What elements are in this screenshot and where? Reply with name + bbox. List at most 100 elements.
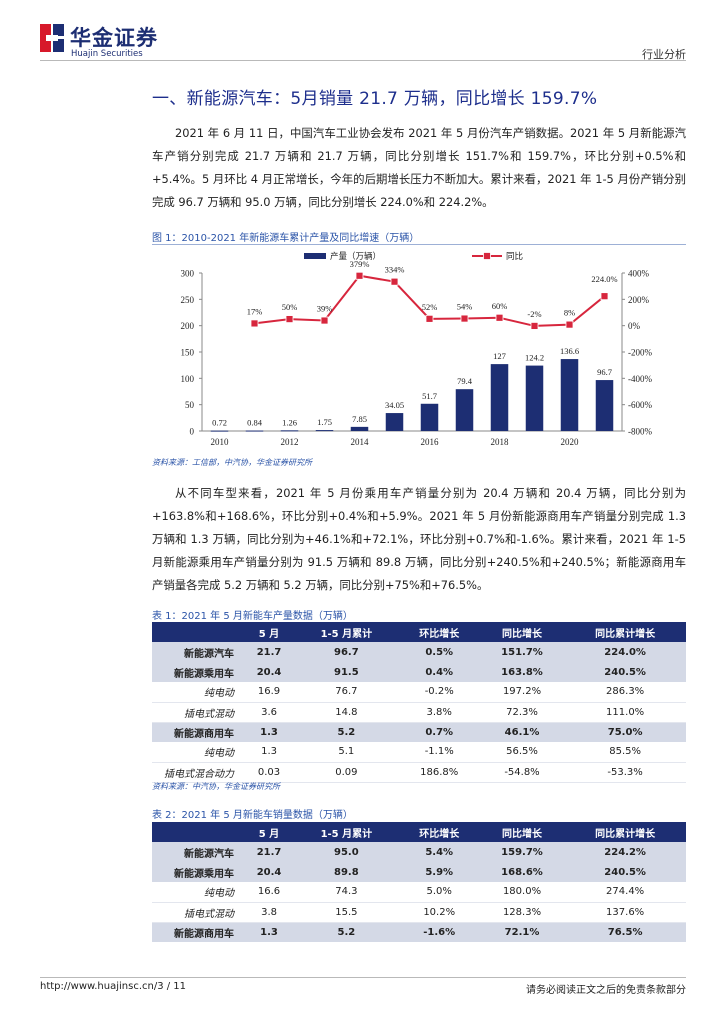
table-row: 新能源乘用车 20.4 91.5 0.4% 163.8% 240.5% (152, 662, 686, 682)
table-header-cell (152, 822, 244, 842)
footer-url[interactable]: http://www.huajinsc.cn/3 / 11 (40, 981, 187, 992)
yoy-value-label: 17% (247, 306, 263, 316)
legend-bar-label: 产量（万辆） (330, 251, 381, 262)
table-header-cell: 环比增长 (398, 622, 480, 642)
table-cell: -54.8% (479, 762, 565, 783)
table-cell: -53.3% (564, 762, 686, 783)
x-tick-label: 2016 (421, 437, 440, 447)
table-row: 新能源乘用车 20.4 89.8 5.9% 168.6% 240.5% (152, 862, 686, 882)
table-cell: 95.0 (294, 842, 399, 862)
table-header-cell: 1-5 月累计 (294, 622, 399, 642)
yoy-point (320, 316, 329, 325)
table-cell: 240.5% (564, 662, 686, 682)
left-tick-label: 50 (185, 400, 195, 410)
table-cell: 20.4 (244, 662, 295, 682)
left-tick-label: 100 (181, 374, 195, 384)
table-cell: 15.5 (294, 902, 399, 923)
table-cell: 159.7% (479, 842, 565, 862)
table-cell: 10.2% (398, 902, 480, 923)
table-cell: 5.0% (398, 882, 480, 903)
table-row: 插电式混动 3.6 14.8 3.8% 72.3% 111.0% (152, 702, 686, 723)
sales-table: 5 月 1-5 月累计 环比增长 同比增长 同比累计增长 新能源汽车 21.7 95.0 5.4… (152, 822, 686, 942)
table-header-cell: 同比累计增长 (564, 822, 686, 842)
yoy-point (285, 315, 294, 323)
yoy-value-label: 39% (317, 304, 333, 314)
paragraph-1: 2021 年 6 月 11 日，中国汽车工业协会发布 2021 年 5 月份汽车… (152, 126, 686, 209)
production-table: 5 月 1-5 月累计 环比增长 同比增长 同比累计增长 新能源汽车 21.7 96.7 0.5… (152, 622, 686, 783)
yoy-point (530, 322, 539, 330)
table-header-cell: 同比增长 (479, 822, 565, 842)
production-bar (385, 413, 404, 431)
production-bar (245, 430, 264, 432)
row-label: 新能源汽车 (152, 642, 244, 662)
table-cell: 0.03 (244, 762, 295, 783)
table-cell: 128.3% (479, 902, 565, 923)
yoy-point (600, 292, 609, 301)
table-cell: 274.4% (564, 882, 686, 903)
table-header-cell: 同比累计增长 (564, 622, 686, 642)
logo-cn-text: 华金证券 (70, 26, 158, 50)
x-tick-label: 2012 (281, 437, 299, 447)
table-1-source: 资料来源：中汽协，华金证券研究所 (152, 782, 280, 791)
table-cell: 20.4 (244, 862, 295, 882)
table-cell: 1.3 (244, 922, 295, 942)
yoy-value-label: 54% (457, 302, 473, 312)
yoy-point (390, 277, 399, 286)
table-header-cell (152, 622, 244, 642)
table-cell: 1.3 (244, 742, 295, 763)
row-label: 新能源乘用车 (152, 862, 244, 882)
right-tick-label: -800% (628, 427, 652, 437)
table-cell: 75.0% (564, 722, 686, 742)
table-cell: 180.0% (479, 882, 565, 903)
table-row: 插电式混动 3.8 15.5 10.2% 128.3% 137.6% (152, 902, 686, 923)
bar-value-label: 127 (493, 351, 506, 361)
right-tick-label: -200% (628, 348, 652, 358)
table-2-title: 表 2：2021 年 5 月新能车销量数据（万辆） (152, 810, 353, 821)
row-label: 插电式混动 (152, 902, 244, 923)
table-cell: 0.4% (398, 662, 480, 682)
production-bar (315, 430, 334, 432)
production-bar (455, 389, 474, 431)
table-cell: 96.7 (294, 642, 399, 662)
table-cell: 3.8 (244, 902, 295, 923)
yoy-value-label: 60% (492, 301, 508, 311)
right-tick-label: 400% (628, 269, 650, 279)
bar-value-label: 124.2 (525, 353, 544, 363)
bar-value-label: 34.05 (385, 400, 404, 410)
table-cell: 224.0% (564, 642, 686, 662)
table-cell: 240.5% (564, 862, 686, 882)
production-bar (210, 430, 229, 432)
legend-bar-swatch (304, 253, 326, 259)
table-cell: 286.3% (564, 682, 686, 703)
table-row: 新能源汽车 21.7 96.7 0.5% 151.7% 224.0% (152, 642, 686, 662)
table-cell: 3.6 (244, 702, 295, 723)
page-header: 华金证券 Huajin Securities 行业分析 (40, 22, 686, 62)
table-cell: 5.2 (294, 722, 399, 742)
table-cell: 21.7 (244, 842, 295, 862)
table-cell: 74.3 (294, 882, 399, 903)
production-bar (560, 359, 579, 431)
table-row: 纯电动 16.6 74.3 5.0% 180.0% 274.4% (152, 882, 686, 903)
table-cell: 168.6% (479, 862, 565, 882)
bar-value-label: 7.85 (352, 414, 367, 424)
table-header-cell: 1-5 月累计 (294, 822, 399, 842)
figure-title-divider (152, 244, 686, 245)
bar-value-label: 136.6 (560, 346, 579, 356)
row-label: 插电式混动 (152, 702, 244, 723)
table-row: 新能源汽车 21.7 95.0 5.4% 159.7% 224.2% (152, 842, 686, 862)
section-label: 行业分析 (642, 48, 686, 61)
figure-1-title: 图 1：2010-2021 年新能源车累计产量及同比增速（万辆） (152, 233, 420, 244)
yoy-value-label: 224.0% (591, 274, 617, 284)
table-cell: 46.1% (479, 722, 565, 742)
table-cell: -1.6% (398, 922, 480, 942)
production-bar (595, 380, 614, 431)
row-label: 插电式混合动力 (152, 762, 244, 783)
row-label: 纯电动 (152, 682, 244, 703)
table-cell: 5.2 (294, 922, 399, 942)
yoy-value-label: 8% (564, 308, 575, 318)
bar-value-label: 51.7 (422, 391, 437, 401)
table-cell: 0.5% (398, 642, 480, 662)
header-divider (40, 60, 686, 61)
yoy-value-label: 379% (350, 259, 370, 269)
section-heading: 一、新能源汽车：5月销量 21.7 万辆，同比增长 159.7% (152, 89, 598, 109)
